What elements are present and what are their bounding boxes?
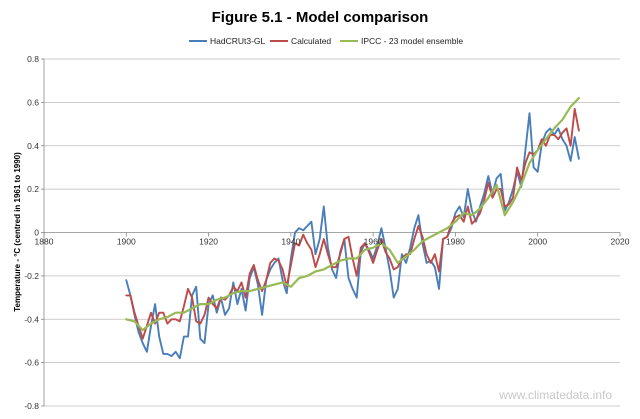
gridlines <box>44 58 620 407</box>
x-tick-label: 1940 <box>281 237 300 247</box>
series-line-1 <box>125 112 580 360</box>
chart-title: Figure 5.1 - Model comparison <box>212 9 429 26</box>
x-tick-label: 1880 <box>35 237 54 247</box>
series-line-3 <box>125 96 581 332</box>
y-tick-label: -0.8 <box>24 401 39 411</box>
x-tick-label: 2020 <box>611 237 630 247</box>
tick-labels: 0.8 0.6 0.4 0.2 0 -0.2 -0.4 -0.6 -0.8 1880 1900 192… <box>24 54 629 411</box>
legend-label-1: HadCRUt3-GL <box>210 36 266 46</box>
legend: HadCRUt3-GL Calculated IPCC - 23 model ens… <box>189 36 463 46</box>
legend-label-3: IPCC - 23 model ensemble <box>361 36 463 46</box>
y-tick-label: -0.4 <box>24 314 39 324</box>
y-tick-label: -0.2 <box>24 271 39 281</box>
watermark: www.climatedata.info <box>498 388 612 402</box>
y-tick-label: 0.4 <box>27 141 39 151</box>
x-tick-label: 1960 <box>364 237 383 247</box>
x-tick-label: 1900 <box>117 237 136 247</box>
x-tick-label: 1920 <box>199 237 218 247</box>
series-group <box>125 96 581 360</box>
y-tick-label: 0 <box>34 228 39 238</box>
legend-label-2: Calculated <box>291 36 331 46</box>
axes <box>41 58 621 407</box>
x-tick-label: 1980 <box>446 237 465 247</box>
y-tick-label: 0.2 <box>27 184 39 194</box>
y-tick-label: 0.8 <box>27 54 39 64</box>
y-tick-label: 0.6 <box>27 97 39 107</box>
x-tick-label: 2000 <box>528 237 547 247</box>
y-tick-label: -0.6 <box>24 358 39 368</box>
y-axis-label: Temperature - °C (centred in 1961 to 199… <box>13 152 22 312</box>
series-line-2 <box>125 107 580 340</box>
